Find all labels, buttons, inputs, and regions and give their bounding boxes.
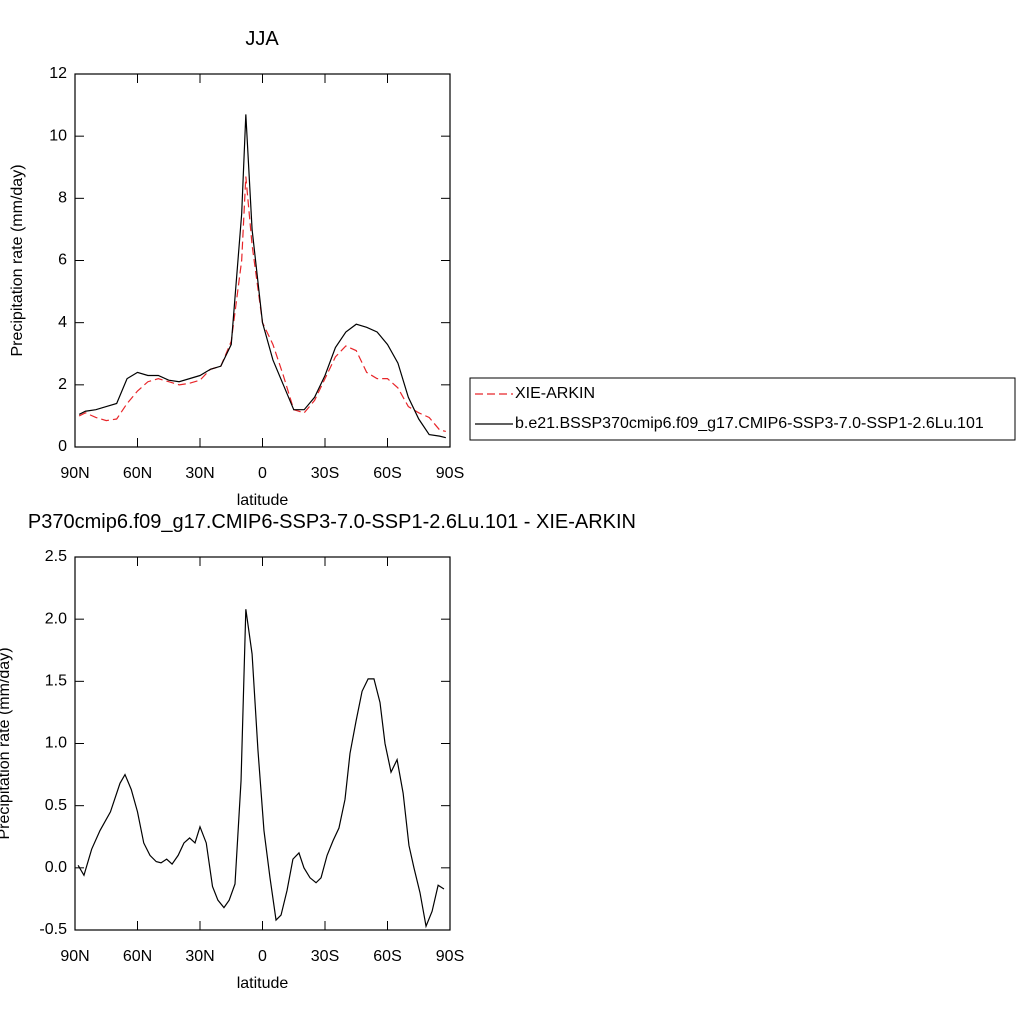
x-tick-label: 60S — [373, 465, 401, 482]
x-tick-label: 90S — [436, 465, 464, 482]
y-tick-label: 2 — [58, 376, 67, 393]
y-axis-label: Precipitation rate (mm/day) — [0, 647, 13, 839]
y-tick-label: 0.5 — [45, 797, 67, 814]
x-axis-label: latitude — [237, 975, 289, 992]
x-tick-label: 60N — [123, 948, 152, 965]
y-tick-label: 1.5 — [45, 673, 67, 690]
x-tick-label: 0 — [258, 465, 267, 482]
y-tick-label: 12 — [49, 65, 67, 82]
legend-label: b.e21.BSSP370cmip6.f09_g17.CMIP6-SSP3-7.… — [515, 415, 984, 432]
chart-title: P370cmip6.f09_g17.CMIP6-SSP3-7.0-SSP1-2.… — [28, 511, 636, 533]
y-tick-label: 6 — [58, 252, 67, 269]
x-tick-label: 90S — [436, 948, 464, 965]
x-axis-label: latitude — [237, 492, 289, 509]
data-line — [77, 609, 445, 929]
y-tick-label: 8 — [58, 190, 67, 207]
y-tick-label: 0 — [58, 438, 67, 455]
y-tick-label: 2.0 — [45, 610, 67, 627]
x-tick-label: 30N — [185, 948, 214, 965]
plot-frame — [74, 73, 451, 448]
legend-box — [469, 377, 1016, 441]
x-tick-label: 60S — [373, 948, 401, 965]
y-tick-label: 0.0 — [45, 859, 67, 876]
y-tick-label: 2.5 — [45, 548, 67, 565]
y-tick-label: -0.5 — [39, 921, 67, 938]
y-tick-label: 10 — [49, 127, 67, 144]
x-tick-label: 60N — [123, 465, 152, 482]
x-tick-label: 0 — [258, 948, 267, 965]
plot-frame — [74, 556, 451, 931]
y-tick-label: 1.0 — [45, 735, 67, 752]
chart-title: JJA — [245, 28, 279, 50]
data-line — [78, 114, 446, 439]
data-line — [78, 176, 446, 433]
x-tick-label: 90N — [60, 465, 89, 482]
x-tick-label: 30N — [185, 465, 214, 482]
legend-label: XIE-ARKIN — [515, 385, 595, 402]
x-tick-label: 30S — [311, 465, 339, 482]
y-tick-label: 4 — [58, 314, 67, 331]
x-tick-label: 90N — [60, 948, 89, 965]
x-tick-label: 30S — [311, 948, 339, 965]
y-axis-label: Precipitation rate (mm/day) — [9, 164, 26, 356]
